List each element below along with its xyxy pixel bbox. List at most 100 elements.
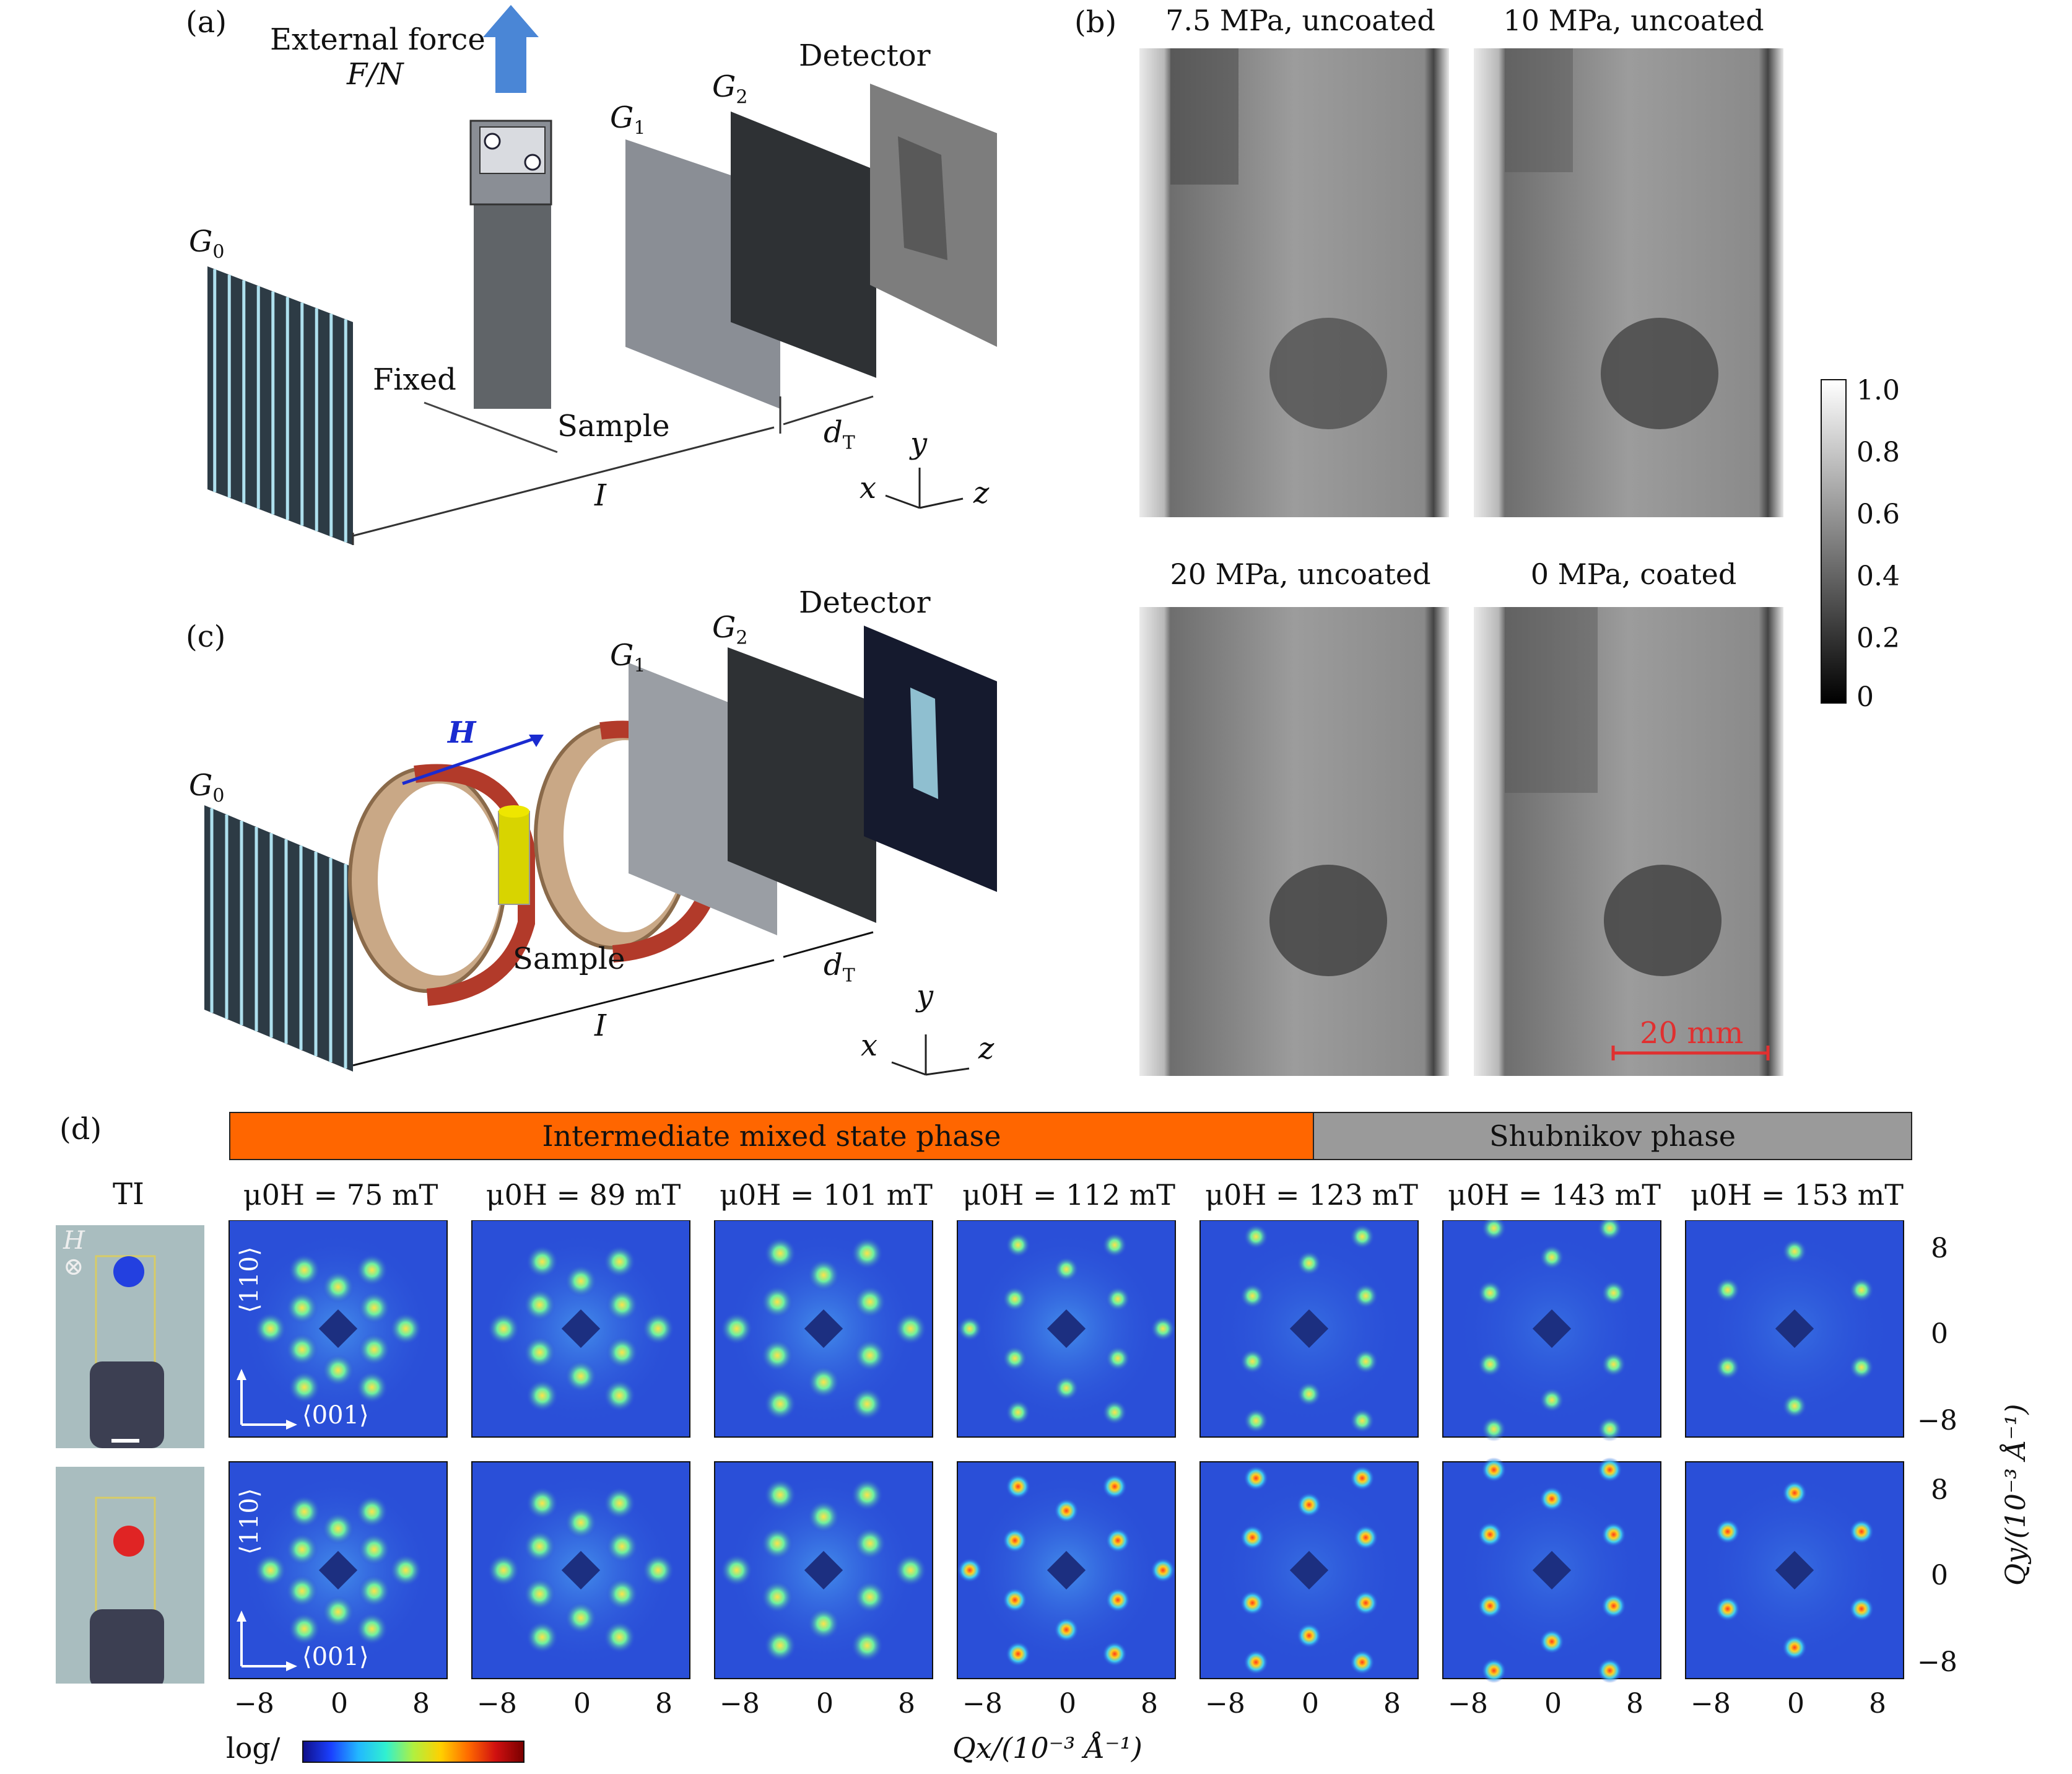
sans-maps [229, 1220, 1904, 1684]
g1-label-c: G1 [610, 638, 645, 677]
gray-colorbar [1821, 379, 1847, 704]
field-caption-7: μ0H = 153 mT [1691, 1178, 1904, 1212]
h-symbol: H [63, 1226, 85, 1255]
dir-110-top: ⟨110⟩ [235, 1246, 264, 1313]
x-tick-map1-1: −8 [234, 1688, 274, 1719]
x-tick-map2-1: −8 [477, 1688, 517, 1719]
field-caption-2: μ0H = 89 mT [485, 1178, 681, 1212]
sans-map-r2-c4 [957, 1461, 1176, 1679]
x-tick-map6-1: −8 [1448, 1688, 1488, 1719]
axis-y-c: y [916, 979, 934, 1013]
detector-label-a: Detector [799, 38, 931, 73]
caption-b-2: 10 MPa, uncoated [1503, 4, 1764, 37]
caption-b-4: 0 MPa, coated [1530, 557, 1737, 591]
g0-label-c: G0 [189, 768, 224, 807]
y-tick-bot-8: 8 [1931, 1474, 1948, 1506]
dir-001-bottom: ⟨001⟩ [302, 1643, 369, 1671]
sans-map-r2-c6 [1442, 1457, 1661, 1684]
dir-001-top: ⟨001⟩ [302, 1401, 369, 1430]
g2-grating [731, 111, 876, 378]
ti-photos [56, 1225, 204, 1684]
g2-label-a: G2 [712, 69, 747, 108]
axes-a [885, 468, 964, 509]
g2-label-c: G2 [712, 610, 747, 649]
sans-map-r2-c1 [229, 1461, 448, 1679]
panel-b-label: (b) [1074, 5, 1117, 40]
field-label-c: H [448, 715, 476, 750]
sans-map-r2-c2 [471, 1461, 690, 1679]
x-axis-label: Qx/(10⁻³ Å⁻¹) [952, 1731, 1143, 1765]
stress-images [1139, 48, 1783, 1076]
x-tick-map3-1: −8 [720, 1688, 760, 1719]
caption-b-3: 20 MPa, uncoated [1170, 557, 1431, 591]
g2-label-a-text: G [712, 69, 736, 104]
caption-b-1: 7.5 MPa, uncoated [1165, 4, 1435, 37]
y-tick-bot-m8: −8 [1917, 1646, 1957, 1678]
cbar-tick-5: 0.2 [1857, 623, 1900, 654]
x-tick-map7-3: 8 [1869, 1688, 1886, 1719]
shubnikov-phase-bar: Shubnikov phase [1313, 1112, 1912, 1160]
distance-lines-c [352, 931, 874, 1067]
g2-grating-c [728, 647, 876, 923]
dT-c-text: d [824, 948, 843, 982]
x-tick-map3-2: 0 [816, 1688, 834, 1719]
x-tick-map3-3: 8 [898, 1688, 915, 1719]
dT-a-text: d [824, 415, 843, 450]
g1-sub-c: 1 [633, 655, 646, 677]
setup-a-diagram [207, 5, 997, 545]
y-tick-top-0: 0 [1931, 1318, 1948, 1350]
stress-image-3 [1139, 607, 1449, 1076]
field-caption-6: μ0H = 143 mT [1448, 1178, 1661, 1212]
axes-c [891, 1034, 970, 1076]
axis-y-a: y [910, 426, 928, 461]
sans-map-r1-c6 [1442, 1220, 1661, 1442]
x-tick-map2-3: 8 [655, 1688, 673, 1719]
g2-sub-a: 2 [736, 86, 748, 108]
dir-110-bottom: ⟨110⟩ [235, 1488, 264, 1555]
x-tick-map5-3: 8 [1383, 1688, 1401, 1719]
distance-I-a: I [594, 478, 606, 513]
scale-bar-label: 20 mm [1640, 1016, 1744, 1051]
g0-label-c-text: G [189, 768, 213, 803]
sans-map-r2-c5 [1199, 1461, 1419, 1679]
g0-sub-c: 0 [212, 785, 225, 807]
x-tick-map4-2: 0 [1059, 1688, 1076, 1719]
g1-label-a: G1 [610, 100, 645, 139]
axis-z-a: z [973, 476, 990, 510]
g1-label-a-text: G [610, 100, 634, 135]
x-tick-map6-3: 8 [1626, 1688, 1643, 1719]
distance-lines [352, 395, 874, 545]
fixed-label: Fixed [373, 362, 456, 397]
x-tick-map7-2: 0 [1787, 1688, 1804, 1719]
field-caption-1: μ0H = 75 mT [243, 1178, 438, 1212]
sample-cylinder [498, 805, 530, 905]
stress-image-1 [1139, 48, 1449, 517]
sample-plate [469, 120, 552, 409]
g1-label-c-text: G [610, 638, 634, 673]
stress-image-2 [1474, 48, 1783, 517]
g0-label-a: G0 [189, 224, 224, 263]
g0-grating [207, 266, 353, 545]
ti-photo-top [56, 1225, 204, 1448]
h-into-page-icon: ⊗ [63, 1252, 84, 1281]
sample-label-a: Sample [557, 409, 670, 443]
dT-c-sub: T [842, 964, 855, 987]
g0-grating-c [204, 805, 353, 1072]
sans-map-r1-c7 [1685, 1220, 1904, 1438]
axis-x-c: x [861, 1028, 878, 1063]
detector-c [864, 626, 997, 892]
distance-dT-a: dT [824, 415, 855, 454]
y-tick-bot-0: 0 [1931, 1560, 1948, 1591]
setup-c-diagram [204, 626, 997, 1076]
x-tick-map6-2: 0 [1544, 1688, 1562, 1719]
detector-a [870, 84, 997, 347]
g1-sub-a: 1 [633, 117, 646, 139]
distance-dT-c: dT [824, 948, 855, 987]
g2-label-c-text: G [712, 610, 736, 645]
ti-label: TI [113, 1177, 144, 1212]
sans-map-r2-c7 [1685, 1461, 1904, 1679]
log-colorbar [302, 1741, 525, 1763]
stress-image-4 [1474, 607, 1783, 1076]
g0-label-a-text: G [189, 224, 213, 259]
x-tick-map5-1: −8 [1205, 1688, 1245, 1719]
